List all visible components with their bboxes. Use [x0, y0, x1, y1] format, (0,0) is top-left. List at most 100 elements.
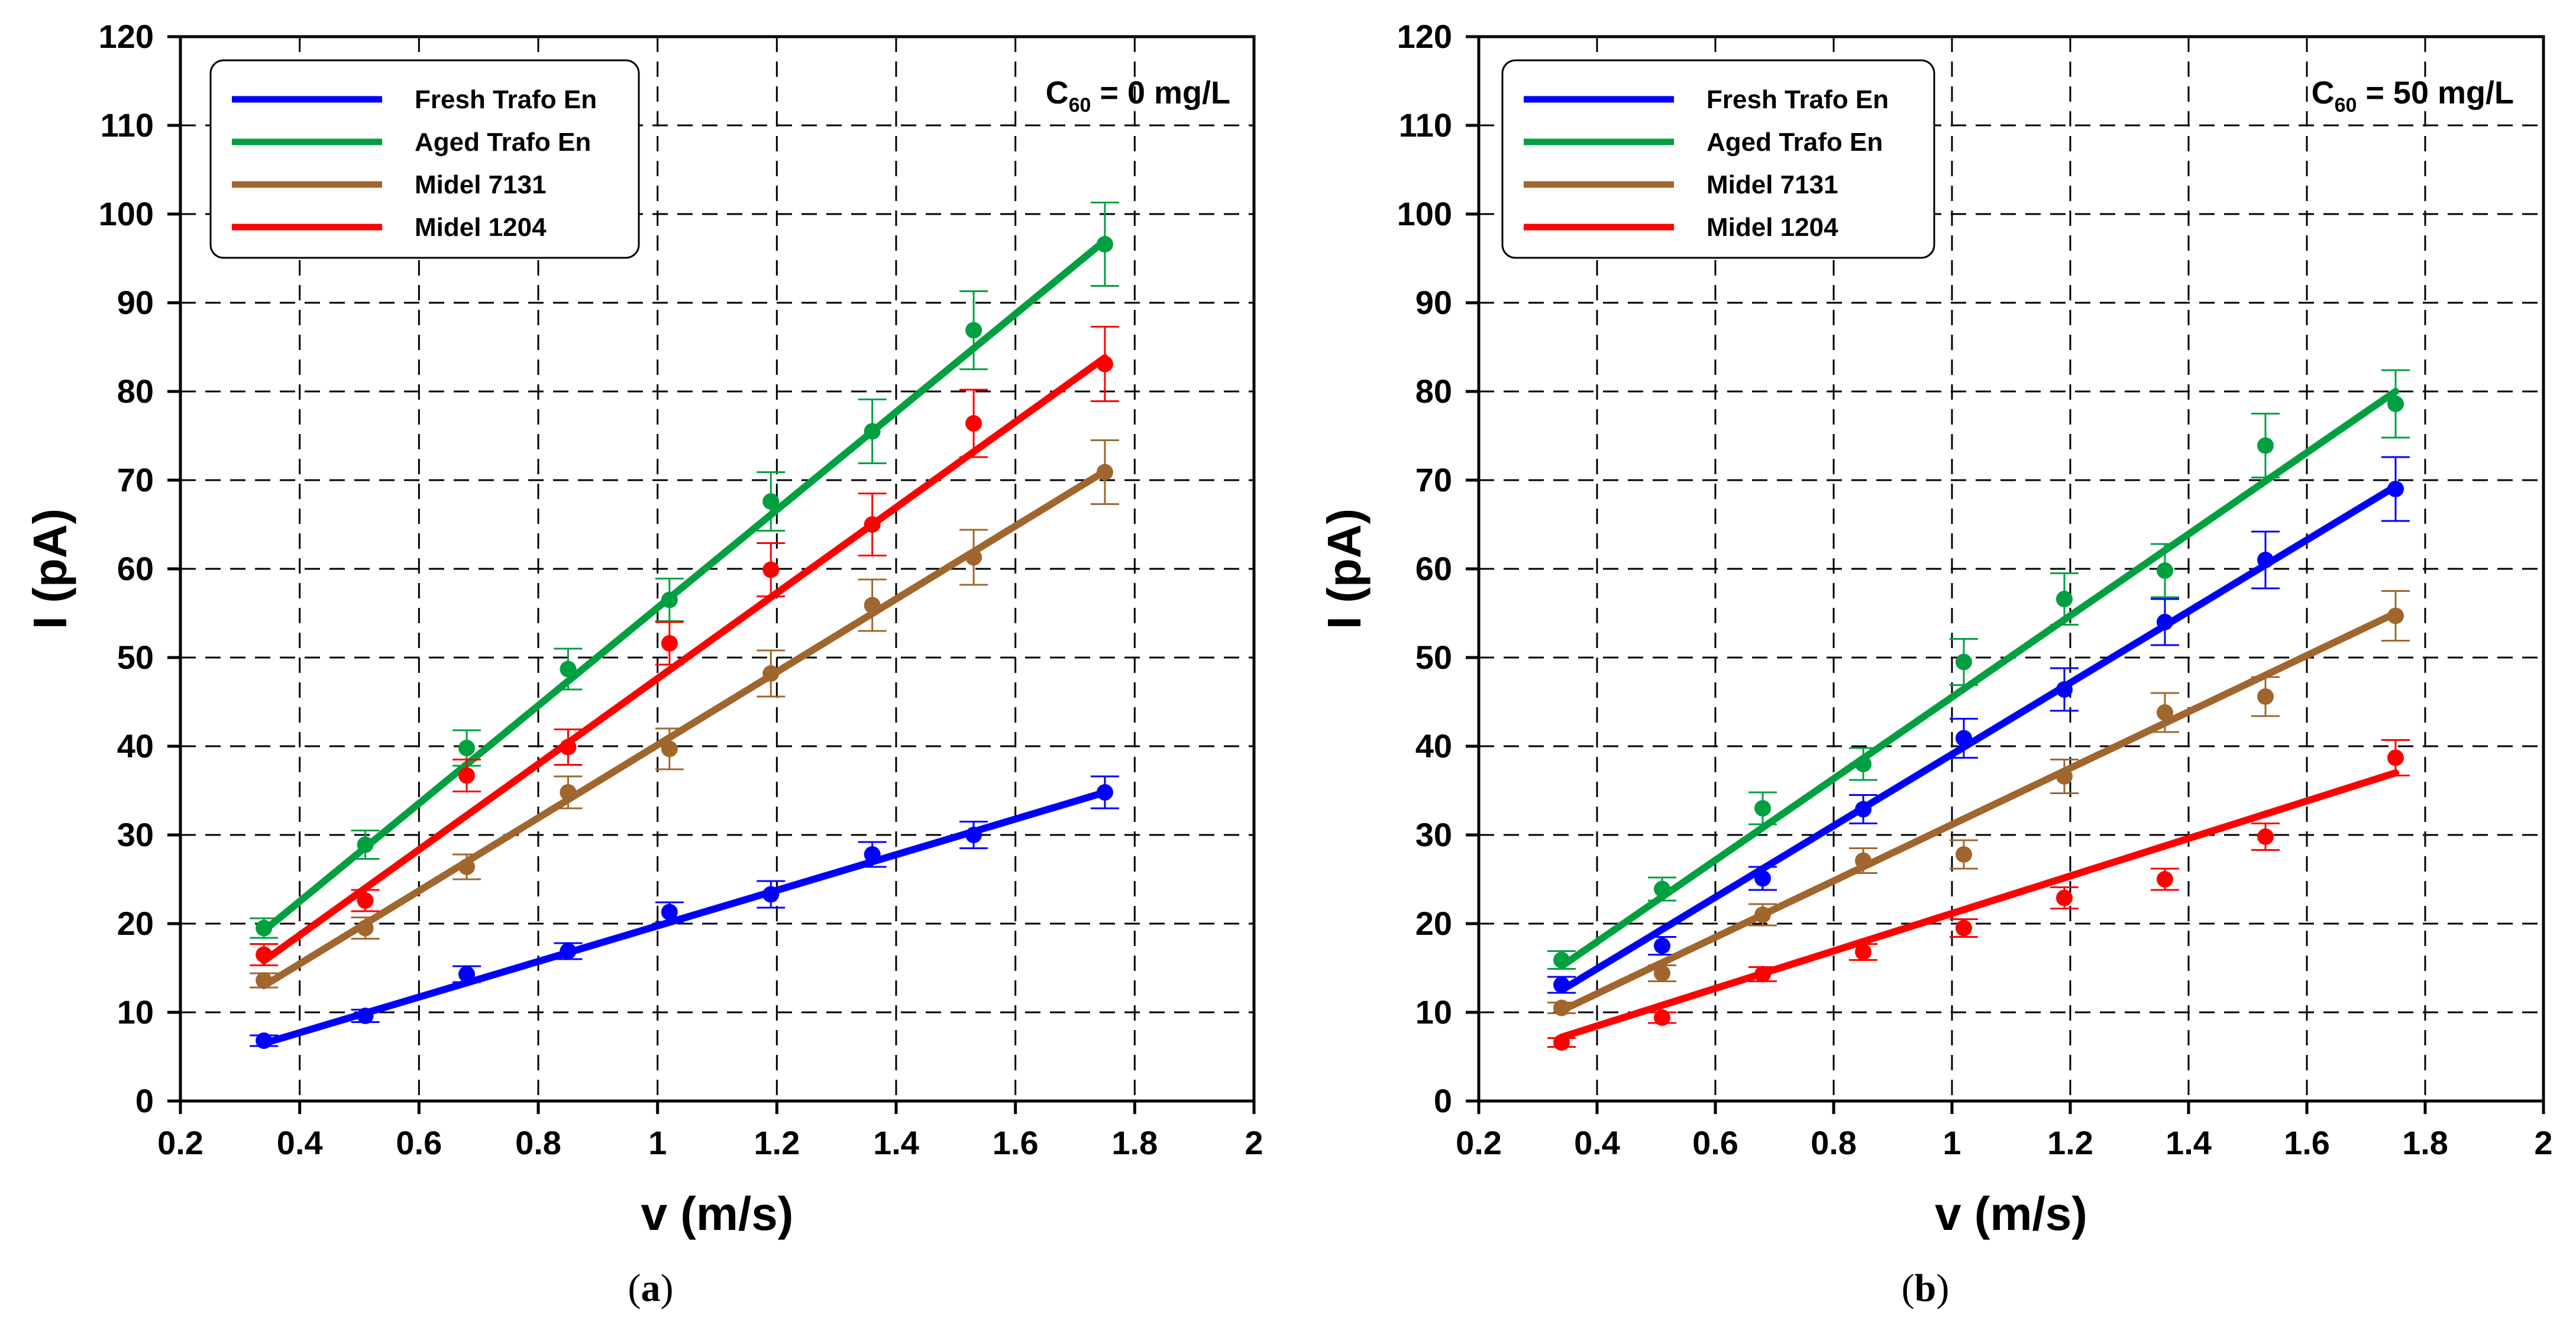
x-axis-title: v (m/s): [641, 1187, 794, 1240]
data-point: [357, 919, 374, 937]
legend-label: Fresh Trafo En: [415, 85, 597, 114]
x-tick-label: 0.8: [515, 1124, 561, 1161]
data-point: [965, 549, 982, 566]
x-tick-label: 0.4: [1574, 1124, 1620, 1161]
data-point: [1855, 801, 1872, 818]
y-tick-label: 70: [1415, 461, 1452, 498]
chart-panel-a: 0.2 0.4 0.6 0.8 1 1.2 1.4 1.6 1.8 201020304050607…: [24, 18, 1263, 1240]
y-tick-label: 40: [117, 727, 154, 765]
legend-label: Midel 7131: [1706, 170, 1838, 199]
y-tick-label: 90: [117, 284, 154, 321]
data-point: [1754, 966, 1771, 983]
data-point: [864, 516, 881, 533]
data-point: [1553, 1034, 1570, 1051]
data-point: [762, 561, 780, 578]
data-point: [1654, 880, 1670, 898]
data-point: [2056, 768, 2073, 785]
x-tick-label: 1.2: [754, 1124, 800, 1161]
data-point: [1654, 1009, 1670, 1026]
legend-label: Midel 1204: [1706, 213, 1838, 242]
data-point: [357, 1008, 374, 1024]
fit-line: [260, 237, 1108, 934]
data-point: [2056, 591, 2073, 607]
data-point: [458, 966, 475, 983]
fit-line: [1558, 769, 2399, 1041]
data-point: [1754, 800, 1771, 817]
x-axis-title: v (m/s): [1935, 1187, 2087, 1240]
legend-label: Fresh Trafo En: [1706, 85, 1889, 114]
data-point: [560, 739, 577, 756]
fit-line: [1558, 483, 2399, 994]
data-point: [762, 886, 780, 903]
y-tick-label: 70: [117, 461, 154, 498]
y-tick-label: 80: [117, 373, 154, 410]
panel-label: (b): [1902, 1267, 1950, 1310]
fit-line: [260, 789, 1108, 1047]
data-point: [864, 597, 881, 614]
data-point: [357, 892, 374, 909]
fit-line: [260, 354, 1108, 964]
data-point: [256, 1032, 273, 1049]
series-fresh-trafo-en: [250, 775, 1119, 1049]
panel-label: (a): [628, 1267, 674, 1310]
x-tick-label: 1: [648, 1124, 667, 1161]
series-fresh-trafo-en: [1547, 456, 2410, 994]
y-tick-label: 90: [1415, 284, 1452, 321]
data-point: [2387, 749, 2404, 766]
data-point: [965, 827, 982, 843]
data-point: [965, 322, 982, 339]
x-tick-label: 0.8: [1811, 1124, 1857, 1161]
data-point: [458, 740, 475, 756]
data-point: [762, 665, 780, 682]
x-tick-label: 1.6: [993, 1124, 1039, 1161]
data-point: [1855, 756, 1872, 772]
legend: Fresh Trafo En Aged Trafo En Midel 7131 Mid…: [1501, 59, 1935, 259]
legend-label: Aged Trafo En: [1706, 128, 1883, 157]
data-point: [357, 836, 374, 853]
data-point: [256, 946, 273, 963]
x-tick-label: 2: [2534, 1124, 2552, 1161]
x-tick-label: 1.8: [2402, 1124, 2448, 1161]
y-axis-title: I (pA): [1318, 509, 1371, 629]
series-midel-7131: [1547, 590, 2410, 1016]
x-tick-label: 1.8: [1111, 1124, 1158, 1161]
x-tick-label: 1: [1942, 1124, 1961, 1161]
x-tick-label: 1.2: [2047, 1124, 2093, 1161]
data-point: [458, 767, 475, 784]
data-point: [2387, 396, 2404, 412]
data-point: [560, 943, 577, 960]
y-tick-label: 110: [1399, 106, 1452, 144]
legend-label: Midel 1204: [415, 213, 547, 242]
y-tick-label: 10: [1415, 993, 1452, 1031]
data-point: [1956, 919, 1972, 937]
data-point: [2257, 552, 2274, 568]
data-point: [560, 784, 577, 801]
data-point: [2056, 681, 2073, 698]
legend-label: Aged Trafo En: [415, 128, 591, 157]
data-point: [256, 919, 273, 937]
data-point: [1096, 784, 1113, 801]
y-tick-label: 40: [1415, 727, 1452, 765]
data-point: [1096, 355, 1113, 373]
series-midel-7131: [250, 439, 1119, 989]
series-aged-trafo-en: [1547, 369, 2410, 970]
data-point: [965, 415, 982, 432]
data-point: [2257, 828, 2274, 845]
x-tick-label: 1.4: [2165, 1124, 2212, 1161]
x-tick-label: 0.4: [277, 1124, 323, 1161]
data-point: [661, 740, 678, 757]
x-tick-label: 0.2: [157, 1124, 203, 1161]
data-point: [2257, 688, 2274, 705]
y-tick-label: 80: [1415, 373, 1452, 410]
data-point: [1855, 944, 1872, 960]
data-point: [560, 660, 577, 678]
y-tick-label: 120: [1397, 18, 1452, 55]
data-point: [2387, 481, 2404, 497]
data-point: [2157, 562, 2173, 579]
data-point: [1553, 976, 1570, 993]
chart-panel-b: 0.2 0.4 0.6 0.8 1 1.2 1.4 1.6 1.8 201020304050607…: [1318, 18, 2553, 1240]
legend-box: [209, 59, 640, 259]
data-point: [2257, 437, 2274, 454]
y-tick-label: 10: [117, 993, 154, 1031]
